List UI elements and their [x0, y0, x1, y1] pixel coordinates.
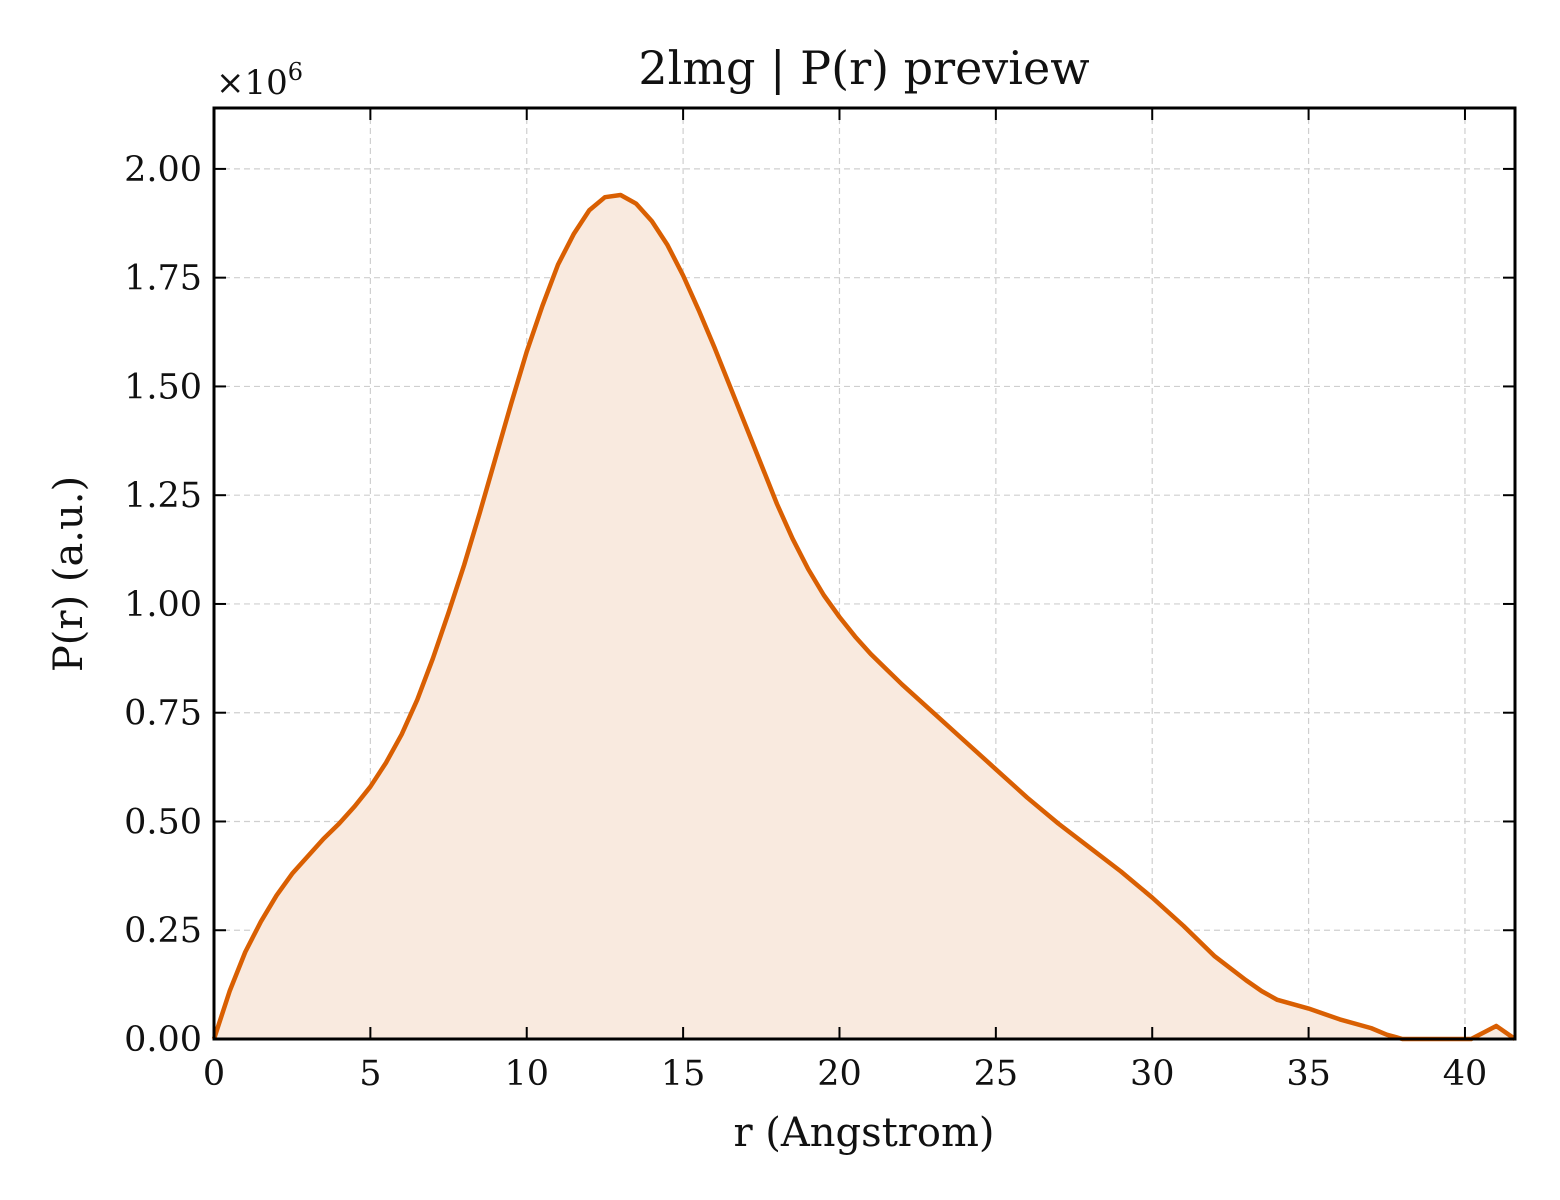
y-tick-label: 0.25 [124, 911, 202, 951]
tick-marks [213, 108, 1515, 1040]
y-tick-label: 1.75 [124, 259, 202, 299]
chart-title: 2lmg | P(r) preview [638, 41, 1089, 95]
y-tick-label: 0.00 [124, 1020, 202, 1060]
x-tick-label: 20 [817, 1054, 862, 1094]
x-axis-label: r (Angstrom) [733, 1110, 994, 1156]
x-tick-label: 30 [1130, 1054, 1175, 1094]
y-tick-label: 1.50 [124, 367, 202, 407]
x-tick-label: 10 [504, 1054, 549, 1094]
y-tick-label: 0.75 [124, 694, 202, 734]
y-axis-label: P(r) (a.u.) [46, 476, 92, 672]
y-multiplier-exponent: 6 [288, 58, 303, 86]
x-tick-label: 5 [359, 1054, 381, 1094]
y-tick-label: 0.50 [124, 802, 202, 842]
y-tick-labels: 0.00 0.25 0.50 0.75 1.00 1.25 1.50 1.75 2.00 [124, 150, 202, 1060]
y-tick-label: 2.00 [124, 150, 202, 190]
x-tick-label: 35 [1286, 1054, 1331, 1094]
y-multiplier-label: ×106 [216, 58, 303, 103]
area-fill [214, 195, 1515, 1039]
series-line [211, 192, 1517, 1042]
y-multiplier-base: ×10 [216, 63, 288, 103]
y-tick-label: 1.25 [124, 476, 202, 516]
y-tick-label: 1.00 [124, 585, 202, 625]
x-tick-label: 40 [1443, 1054, 1488, 1094]
grid-lines [214, 108, 1515, 1039]
x-tick-labels: 0 5 10 15 20 25 30 35 40 [203, 1054, 1487, 1094]
x-tick-label: 25 [974, 1054, 1019, 1094]
x-tick-label: 0 [203, 1054, 225, 1094]
x-tick-label: 15 [661, 1054, 706, 1094]
plot-frame [212, 106, 1517, 1041]
